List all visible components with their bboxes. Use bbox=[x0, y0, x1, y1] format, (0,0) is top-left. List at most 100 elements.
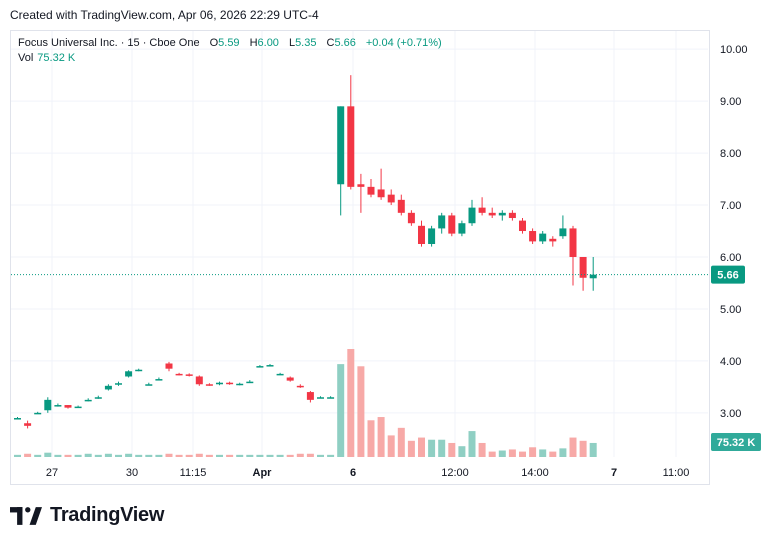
volume-bar bbox=[94, 454, 102, 457]
candle-body bbox=[195, 376, 203, 385]
candle-body bbox=[327, 397, 335, 399]
volume-bar bbox=[478, 442, 486, 457]
candle-body bbox=[125, 371, 133, 377]
y-tick-label: 4.00 bbox=[720, 356, 741, 368]
high-label: H bbox=[249, 37, 258, 49]
candle-body bbox=[539, 233, 547, 242]
candle-body bbox=[387, 194, 395, 203]
volume-bar bbox=[115, 454, 122, 457]
candle-body bbox=[84, 399, 92, 402]
last-price-label: 5.66 bbox=[717, 270, 738, 282]
volume-bar bbox=[34, 454, 42, 457]
volume-bar bbox=[74, 454, 82, 457]
volume-bar bbox=[266, 454, 274, 457]
vol-label: Vol bbox=[18, 52, 34, 64]
volume-bar bbox=[488, 451, 496, 457]
candle-body bbox=[488, 212, 496, 216]
volume-bar bbox=[347, 349, 355, 457]
candle-body bbox=[145, 384, 153, 386]
volume-bar bbox=[125, 453, 133, 457]
candle-body bbox=[519, 220, 526, 232]
candle-body bbox=[317, 397, 324, 399]
volume-bar bbox=[387, 435, 395, 457]
volume-bar bbox=[539, 449, 547, 457]
y-tick-label: 8.00 bbox=[720, 148, 741, 160]
candle-body bbox=[397, 199, 405, 213]
candle-body bbox=[44, 399, 52, 411]
volume-bar bbox=[246, 454, 254, 457]
candle-body bbox=[438, 215, 446, 229]
ohlc-row: Focus Universal Inc. · 15 · Cboe One O 5.… bbox=[18, 36, 442, 51]
x-tick-label: 11:00 bbox=[663, 467, 690, 479]
volume-bar bbox=[468, 431, 476, 457]
candle-body bbox=[185, 374, 193, 376]
volume-bar bbox=[24, 453, 32, 457]
volume-bar bbox=[14, 454, 21, 457]
candle-body bbox=[14, 418, 21, 420]
volume-bar bbox=[397, 427, 405, 457]
volume-bar bbox=[145, 454, 153, 457]
chart-legend: Focus Universal Inc. · 15 · Cboe One O 5.… bbox=[18, 36, 442, 66]
candle-body bbox=[367, 186, 375, 195]
high-value: 6.00 bbox=[257, 37, 279, 49]
candle-body bbox=[529, 231, 537, 242]
y-tick-label: 6.00 bbox=[720, 252, 741, 264]
volume-bar bbox=[357, 366, 365, 457]
volume-bar bbox=[104, 453, 112, 457]
volume-bar bbox=[327, 454, 335, 457]
open-label: O bbox=[209, 37, 219, 49]
candle-body bbox=[135, 369, 143, 372]
candle-body bbox=[478, 207, 486, 213]
volume-bar bbox=[135, 454, 143, 457]
y-tick-label: 5.00 bbox=[720, 304, 741, 316]
volume-bar bbox=[64, 454, 72, 457]
volume-row: Vol 75.32 K bbox=[18, 51, 442, 66]
x-tick-label: Apr bbox=[253, 467, 273, 479]
volume-bar bbox=[236, 454, 244, 457]
candle-body bbox=[246, 381, 254, 384]
y-tick-label: 9.00 bbox=[720, 96, 741, 108]
volume-bar bbox=[367, 420, 375, 457]
candle-body bbox=[104, 385, 112, 390]
x-tick-label: 27 bbox=[46, 467, 58, 479]
volume-bar bbox=[44, 452, 52, 457]
close-label: C bbox=[326, 37, 335, 49]
y-tick-label: 10.00 bbox=[720, 44, 748, 56]
candle-body bbox=[256, 366, 264, 368]
volume-bar bbox=[175, 454, 183, 457]
candle-body bbox=[94, 397, 102, 399]
volume-bar bbox=[438, 439, 446, 457]
candle-body bbox=[34, 412, 42, 415]
x-tick-label: 12:00 bbox=[441, 467, 469, 479]
volume-bar bbox=[337, 364, 345, 457]
low-label: L bbox=[288, 37, 296, 49]
tradingview-logo-icon bbox=[10, 506, 42, 525]
candle-body bbox=[407, 212, 415, 224]
volume-bar bbox=[256, 454, 264, 457]
volume-bar bbox=[569, 437, 577, 457]
volume-bar bbox=[559, 448, 567, 457]
candle-body bbox=[337, 106, 345, 185]
volume-bar bbox=[458, 446, 466, 457]
volume-bar bbox=[519, 451, 526, 457]
candle-body bbox=[286, 377, 294, 381]
candle-body bbox=[428, 228, 436, 244]
candle-body bbox=[508, 212, 516, 219]
candle-body bbox=[54, 405, 62, 407]
candle-body bbox=[549, 238, 557, 242]
volume-bar bbox=[579, 440, 587, 457]
tradingview-brand-text: TradingView bbox=[50, 504, 165, 526]
volume-bar bbox=[205, 454, 213, 457]
volume-bar bbox=[508, 449, 516, 457]
candle-body bbox=[115, 383, 122, 385]
x-tick-label: 30 bbox=[126, 467, 138, 479]
low-value: 5.35 bbox=[295, 37, 317, 49]
candle-body bbox=[569, 228, 577, 257]
volume-bar bbox=[216, 454, 223, 457]
volume-bar bbox=[589, 442, 597, 457]
candle-body bbox=[175, 373, 183, 376]
tradingview-logo: TradingView bbox=[10, 504, 164, 527]
candle-body bbox=[377, 189, 385, 198]
volume-bar bbox=[529, 447, 537, 457]
